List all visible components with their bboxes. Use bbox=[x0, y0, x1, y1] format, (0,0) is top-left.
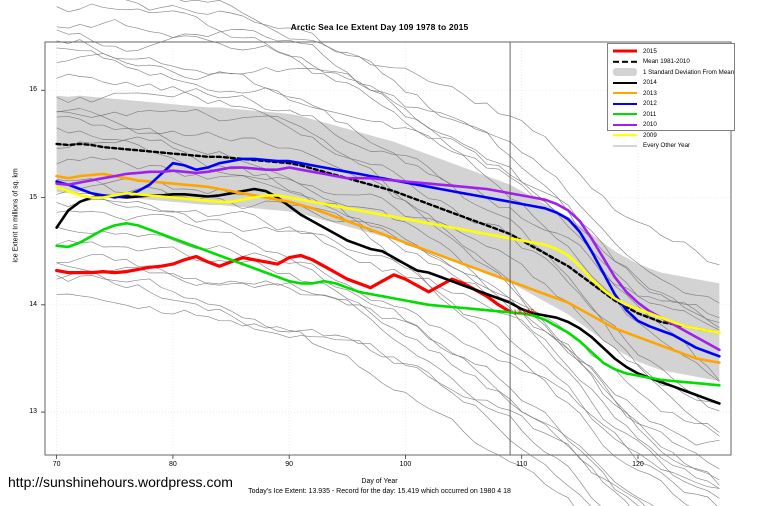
y-tick-label: 15 bbox=[29, 193, 37, 201]
legend-item-label: 2015 bbox=[643, 47, 657, 55]
legend-item-2009[interactable]: 2009 bbox=[608, 130, 734, 141]
y-tick-label: 16 bbox=[29, 86, 37, 94]
legend-item-2012[interactable]: 2012 bbox=[608, 99, 734, 110]
chart-legend: 2015 Mean 1981-2010 1 Standard Deviation F… bbox=[607, 43, 735, 149]
x-axis-title: Day of Year bbox=[361, 478, 398, 485]
x-tick-label: 90 bbox=[285, 461, 294, 468]
legend-item-label: 2010 bbox=[643, 121, 657, 129]
legend-swatch-icon bbox=[612, 130, 638, 140]
legend-item-2015[interactable]: 2015 bbox=[608, 46, 734, 57]
legend-item-mean-1981-2010[interactable]: Mean 1981-2010 bbox=[608, 57, 734, 68]
series-line-2015 bbox=[55, 253, 512, 314]
legend-item-1-standard-deviation-from-mean[interactable]: 1 Standard Deviation From Mean bbox=[608, 67, 734, 78]
watermark-url: http://sunshinehours.wordpress.com bbox=[8, 474, 233, 490]
legend-item-label: 2013 bbox=[643, 89, 657, 97]
series-line-2013 bbox=[55, 172, 721, 364]
legend-item-label: 2011 bbox=[643, 110, 657, 118]
series-line-2014 bbox=[55, 187, 721, 405]
x-tick-label: 100 bbox=[399, 461, 412, 468]
legend-item-2013[interactable]: 2013 bbox=[608, 88, 734, 99]
x-tick-label: 80 bbox=[168, 461, 177, 468]
legend-swatch-icon bbox=[612, 120, 638, 130]
series-line-2010 bbox=[55, 166, 721, 352]
legend-swatch-icon bbox=[612, 141, 638, 151]
chart-subtitle: Today's Ice Extent: 13.935 - Record for … bbox=[248, 488, 511, 495]
legend-item-label: 2012 bbox=[643, 100, 657, 108]
legend-swatch-icon bbox=[612, 88, 638, 98]
legend-item-label: 1 Standard Deviation From Mean bbox=[643, 68, 735, 76]
y-axis-title: Ice Extent In millions of sq. km bbox=[12, 168, 20, 263]
legend-item-2011[interactable]: 2011 bbox=[608, 109, 734, 120]
x-tick-label: 120 bbox=[632, 461, 644, 468]
series-line-mean-1981-2010 bbox=[55, 142, 721, 334]
legend-item-label: Every Other Year bbox=[643, 142, 691, 150]
current-value-annotation: 13.935 bbox=[513, 309, 535, 316]
legend-item-every-other-year[interactable]: Every Other Year bbox=[608, 141, 734, 152]
legend-swatch-icon bbox=[612, 67, 638, 77]
legend-swatch-icon bbox=[612, 109, 638, 119]
x-tick-label: 70 bbox=[52, 461, 61, 468]
legend-item-label: Mean 1981-2010 bbox=[643, 58, 690, 66]
legend-item-2010[interactable]: 2010 bbox=[608, 120, 734, 131]
page-title: Arctic Sea Ice Extent Day 109 1978 to 20… bbox=[290, 22, 469, 32]
legend-swatch-icon bbox=[612, 99, 638, 109]
legend-swatch-icon bbox=[612, 78, 638, 88]
legend-item-2014[interactable]: 2014 bbox=[608, 78, 734, 89]
x-tick-label: 110 bbox=[516, 461, 528, 468]
legend-swatch-icon bbox=[612, 57, 638, 67]
legend-swatch-icon bbox=[612, 46, 638, 56]
y-tick-label: 13 bbox=[29, 408, 37, 416]
series-line-2009 bbox=[55, 185, 721, 334]
legend-item-label: 2009 bbox=[643, 131, 657, 139]
series-line-2011 bbox=[55, 222, 721, 387]
legend-item-label: 2014 bbox=[643, 79, 657, 87]
y-tick-label: 14 bbox=[29, 300, 37, 308]
